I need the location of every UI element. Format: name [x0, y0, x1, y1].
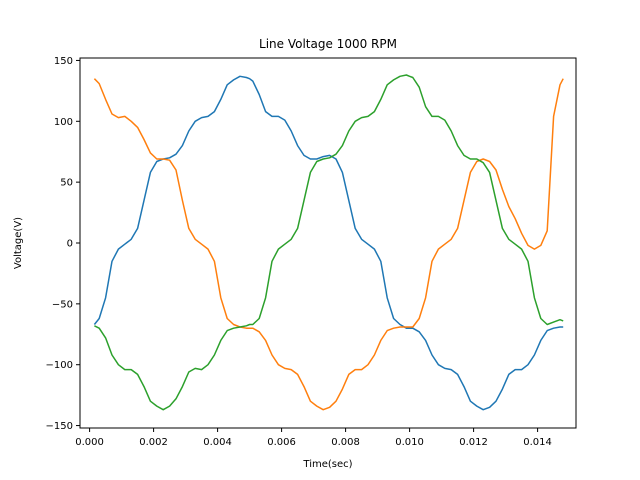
x-tick-label: 0.010 — [395, 437, 424, 448]
series-line-2 — [93, 78, 564, 411]
x-tick-label: 0.002 — [139, 437, 168, 448]
x-tick-label: 0.014 — [523, 437, 552, 448]
x-tick-label: 0.012 — [459, 437, 488, 448]
y-axis: −150 −100 −50 0 50 100 150 — [46, 56, 80, 432]
series-line-1 — [93, 75, 564, 411]
x-tick-label: 0.004 — [203, 437, 232, 448]
y-tick-label: 50 — [60, 178, 73, 189]
y-tick-label: −100 — [46, 360, 73, 371]
chart-title: Line Voltage 1000 RPM — [259, 37, 397, 51]
x-tick-label: 0.008 — [331, 437, 360, 448]
y-axis-label: Voltage(V) — [13, 217, 24, 269]
y-tick-label: −50 — [52, 299, 73, 310]
axes-frame — [79, 57, 577, 429]
series-layer — [93, 74, 564, 411]
x-tick-label: 0.006 — [267, 437, 296, 448]
y-tick-label: 150 — [54, 56, 73, 67]
x-axis: 0.000 0.002 0.004 0.006 0.008 0.010 0.012 0.014 — [75, 428, 552, 448]
series-line-3 — [94, 74, 564, 411]
x-tick-label: 0.000 — [75, 437, 104, 448]
y-tick-label: −150 — [46, 421, 73, 432]
x-axis-label: Time(sec) — [302, 459, 352, 470]
y-tick-label: 100 — [54, 117, 73, 128]
y-tick-label: 0 — [67, 239, 73, 250]
